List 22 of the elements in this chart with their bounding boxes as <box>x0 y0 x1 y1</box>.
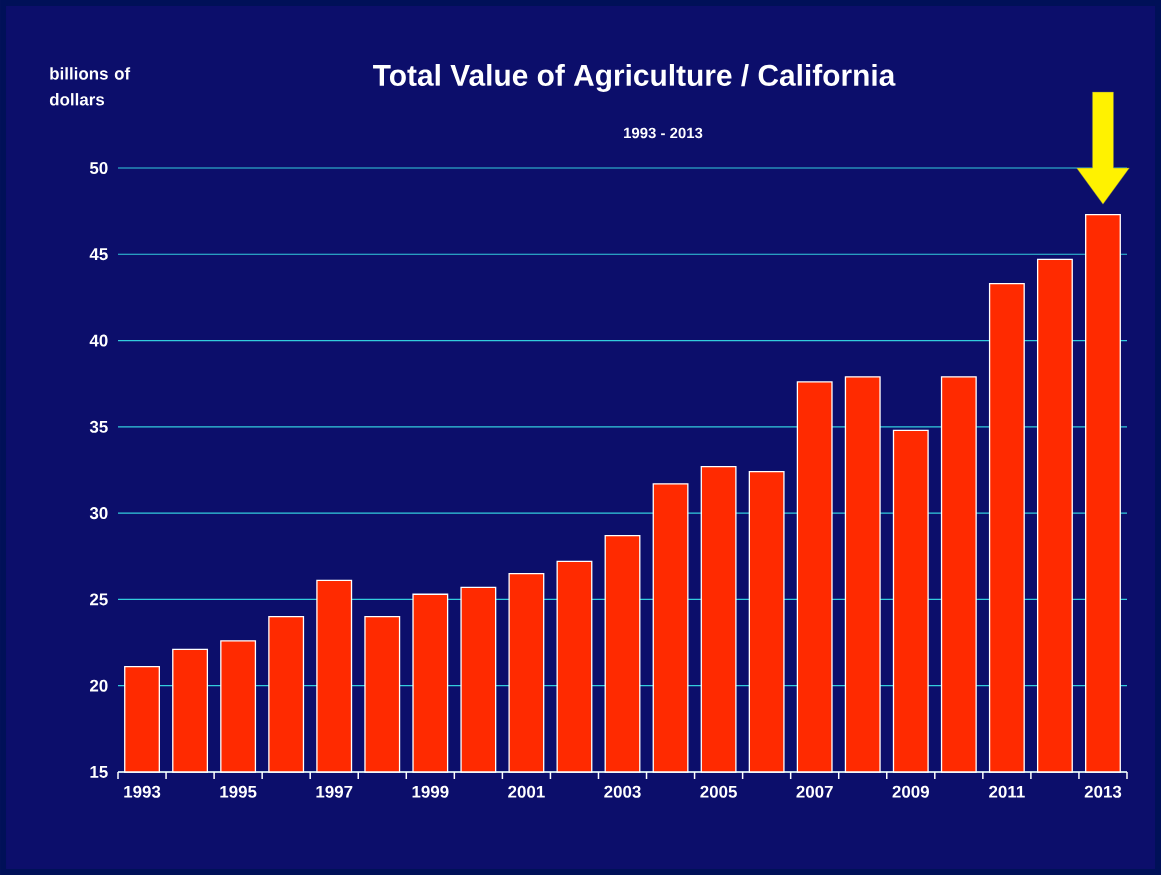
chart-title: Total Value of Agriculture / California <box>373 63 896 92</box>
chart-subtitle: 1993 - 2013 <box>624 127 703 139</box>
y-tick-label: 45 <box>89 248 108 261</box>
x-tick-label: 1999 <box>412 785 449 798</box>
y-axis-title: billions of dollars <box>49 67 131 106</box>
x-tick-label: 2007 <box>796 785 833 798</box>
y-tick-label: 40 <box>89 334 108 347</box>
y-tick-label: 15 <box>90 766 108 778</box>
x-tick-label: 2001 <box>508 785 545 798</box>
y-tick-label: 20 <box>89 679 108 692</box>
y-tick-label: 35 <box>89 420 108 433</box>
x-tick-label: 2013 <box>1084 785 1122 798</box>
y-tick-label: 30 <box>89 507 108 520</box>
y-tick-label: 50 <box>89 161 108 174</box>
x-tick-label: 1993 <box>124 785 161 798</box>
x-tick-label: 2003 <box>604 785 641 798</box>
x-tick-label: 1995 <box>220 785 257 798</box>
x-tick-label: 2009 <box>892 785 929 798</box>
x-tick-label: 2011 <box>989 785 1025 798</box>
y-tick-label: 25 <box>89 593 108 606</box>
x-tick-label: 2005 <box>700 785 737 798</box>
x-tick-label: 1997 <box>316 785 353 798</box>
